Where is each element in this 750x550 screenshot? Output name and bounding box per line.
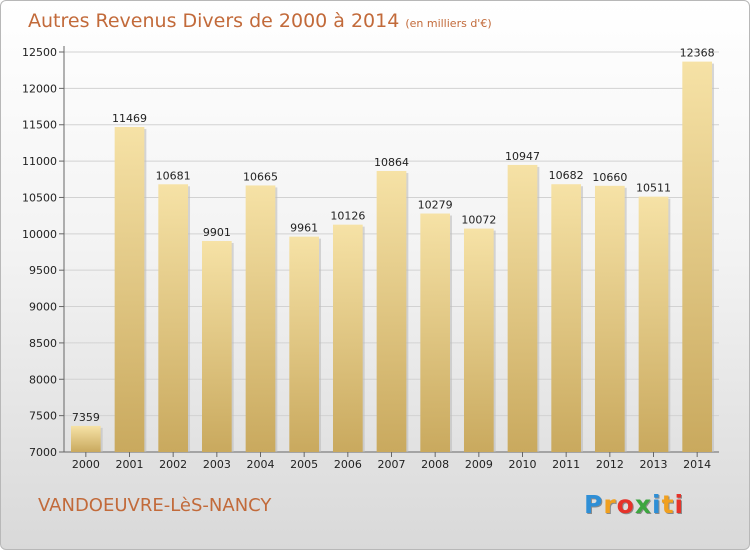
x-tick-label: 2005 <box>290 458 318 471</box>
bar <box>245 185 276 453</box>
y-tick-label: 11500 <box>22 119 57 132</box>
y-tick-label: 10500 <box>22 191 57 204</box>
x-tick-label: 2003 <box>203 458 231 471</box>
data-label: 10682 <box>549 169 584 182</box>
data-label: 9961 <box>290 222 318 235</box>
bar <box>638 196 669 452</box>
data-label: 10947 <box>505 150 540 163</box>
data-label: 10279 <box>418 199 453 212</box>
data-label: 10864 <box>374 156 409 169</box>
y-tick-label: 9000 <box>29 301 57 314</box>
bar <box>289 236 320 452</box>
logo-letter: x <box>634 490 652 519</box>
bar <box>507 164 538 453</box>
bar <box>201 241 232 452</box>
data-label: 10665 <box>243 170 278 183</box>
y-tick-label: 12500 <box>22 46 57 59</box>
data-label: 10681 <box>156 169 191 182</box>
chart-title: Autres Revenus Divers de 2000 à 2014 (en … <box>28 10 492 32</box>
x-tick-label: 2014 <box>683 458 711 471</box>
x-tick-label: 2011 <box>552 458 580 471</box>
bar <box>463 228 494 452</box>
bar <box>682 61 713 452</box>
data-label: 12368 <box>680 47 715 60</box>
y-tick-label: 7000 <box>29 446 57 459</box>
x-tick-label: 2013 <box>640 458 668 471</box>
y-tick-label: 12000 <box>22 82 57 95</box>
y-tick-label: 8000 <box>29 373 57 386</box>
data-label: 10126 <box>330 210 365 223</box>
data-label: 9901 <box>203 226 231 239</box>
logo-letter: t <box>661 490 675 519</box>
bar <box>332 224 363 452</box>
logo-letter: P <box>584 490 604 519</box>
y-tick-label: 11000 <box>22 155 57 168</box>
x-tick-label: 2009 <box>465 458 493 471</box>
x-tick-label: 2010 <box>509 458 537 471</box>
x-tick-label: 2002 <box>159 458 187 471</box>
x-tick-label: 2001 <box>116 458 144 471</box>
bar <box>114 126 145 453</box>
logo-letter: r <box>603 490 617 519</box>
bar <box>376 170 407 452</box>
x-tick-label: 2000 <box>72 458 100 471</box>
bar <box>158 184 189 453</box>
proxiti-logo: Proxiti <box>584 490 684 519</box>
x-tick-label: 2004 <box>247 458 275 471</box>
x-tick-label: 2012 <box>596 458 624 471</box>
data-label: 10660 <box>592 171 627 184</box>
y-tick-label: 7500 <box>29 410 57 423</box>
logo-letter: i <box>674 490 685 519</box>
chart-title-text: Autres Revenus Divers de 2000 à 2014 <box>28 10 400 32</box>
bar <box>551 184 582 452</box>
data-label: 10511 <box>636 182 671 195</box>
x-tick-label: 2007 <box>378 458 406 471</box>
bar <box>420 213 451 452</box>
data-label: 10072 <box>461 214 496 227</box>
commune-name: VANDOEUVRE-LèS-NANCY <box>38 495 272 516</box>
bar <box>594 185 625 452</box>
chart-unit: (en milliers d'€) <box>405 17 492 30</box>
x-tick-label: 2006 <box>334 458 362 471</box>
data-label: 7359 <box>72 411 100 424</box>
y-tick-label: 8500 <box>29 337 57 350</box>
x-tick-label: 2008 <box>421 458 449 471</box>
bar <box>70 425 101 452</box>
y-tick-label: 10000 <box>22 228 57 241</box>
logo-letter: o <box>616 490 635 519</box>
data-label: 11469 <box>112 112 147 125</box>
y-tick-label: 9500 <box>29 264 57 277</box>
logo-letter: i <box>652 490 662 519</box>
